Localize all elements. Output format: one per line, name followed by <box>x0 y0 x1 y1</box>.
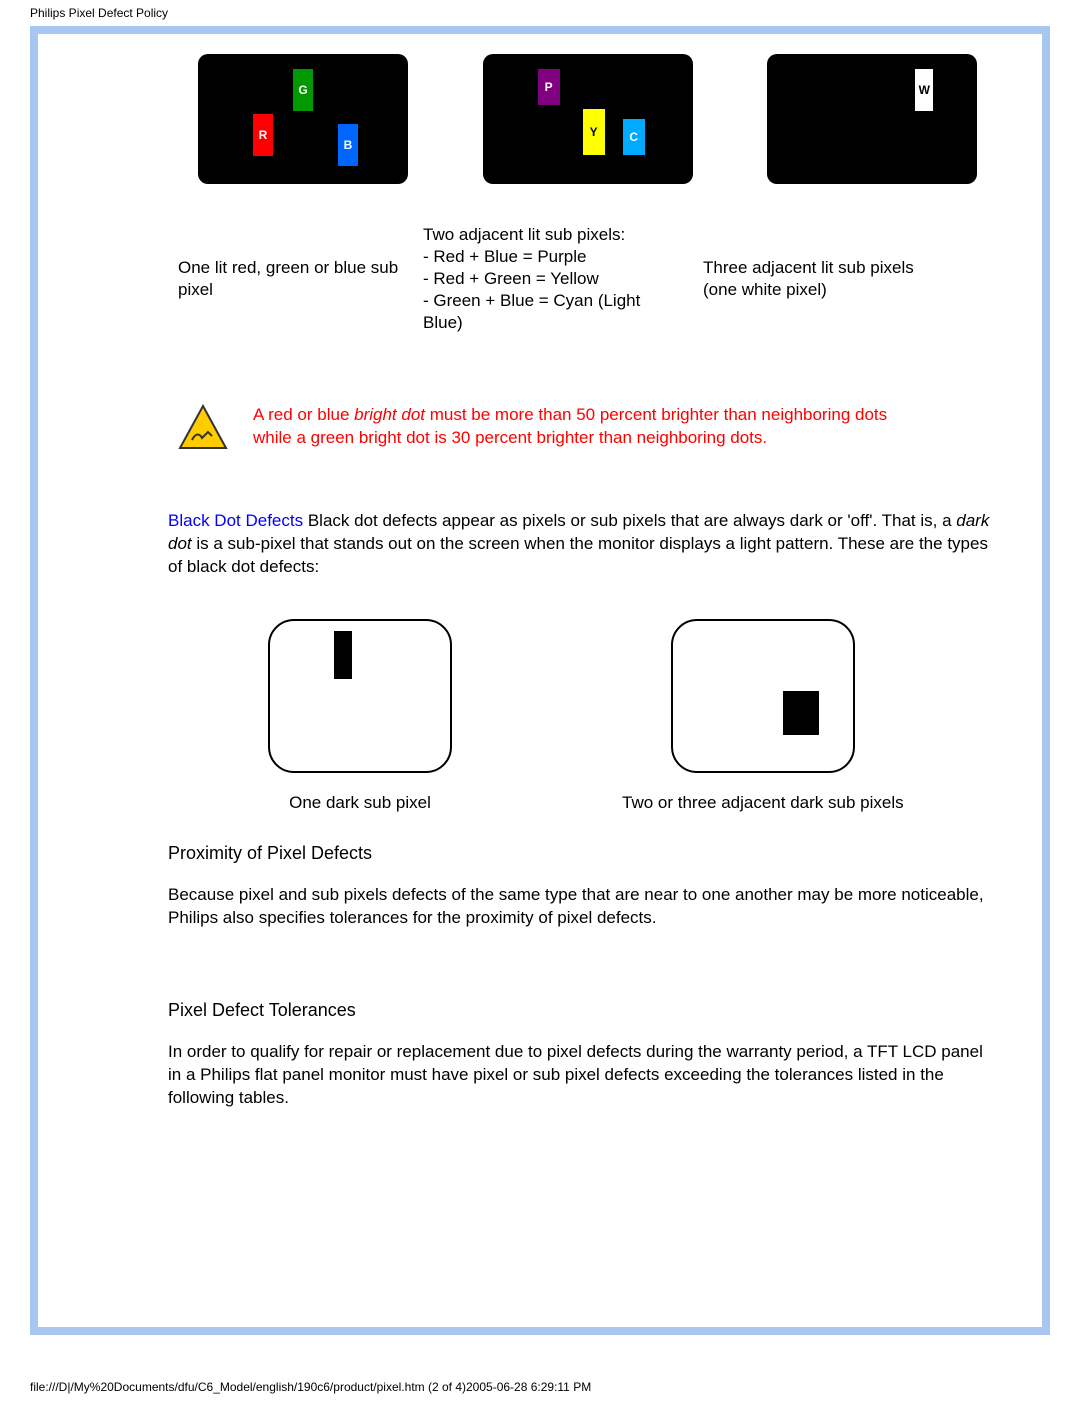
caption-2-line2: - Red + Blue = Purple <box>423 247 586 266</box>
black-dot-t2: is a sub-pixel that stands out on the sc… <box>168 534 988 576</box>
caption-1: One lit red, green or blue sub pixel <box>178 257 403 301</box>
caption-2-line3: - Red + Green = Yellow <box>423 269 599 288</box>
black-dot-paragraph: Black Dot Defects Black dot defects appe… <box>168 510 992 579</box>
warning-block: A red or blue bright dot must be more th… <box>178 404 992 450</box>
dark-dot-panels: One dark sub pixel Two or three adjacent… <box>268 619 992 813</box>
page-frame: RGB PYC W One lit red, green or blue sub… <box>30 26 1050 1335</box>
black-dot-lead: Black Dot Defects <box>168 511 308 530</box>
subpixel-r: R <box>253 114 273 156</box>
proximity-body: Because pixel and sub pixels defects of … <box>168 884 992 930</box>
tolerances-title: Pixel Defect Tolerances <box>168 1000 992 1021</box>
subpixel-g: G <box>293 69 313 111</box>
panel-rgb: RGB <box>198 54 408 184</box>
dark-caption-2: Two or three adjacent dark sub pixels <box>622 793 904 813</box>
dark-caption-1: One dark sub pixel <box>268 793 452 813</box>
tolerances-body: In order to qualify for repair or replac… <box>168 1041 992 1110</box>
proximity-title: Proximity of Pixel Defects <box>168 843 992 864</box>
subpixel-p: P <box>538 69 560 105</box>
warning-icon <box>178 404 228 450</box>
page-header: Philips Pixel Defect Policy <box>0 0 1080 26</box>
warning-text: A red or blue bright dot must be more th… <box>253 404 913 450</box>
warning-pre: A red or blue <box>253 405 354 424</box>
dark-mark-2 <box>783 691 819 735</box>
caption-3: Three adjacent lit sub pixels (one white… <box>703 257 943 301</box>
panel-dark-single <box>268 619 452 773</box>
subpixel-w: W <box>915 69 933 111</box>
warning-italic: bright dot <box>354 405 425 424</box>
bright-dot-panels: RGB PYC W <box>198 54 992 184</box>
panel-white: W <box>767 54 977 184</box>
caption-2: Two adjacent lit sub pixels: - Red + Blu… <box>423 224 683 334</box>
subpixel-b: B <box>338 124 358 166</box>
subpixel-y: Y <box>583 109 605 155</box>
bright-dot-captions: One lit red, green or blue sub pixel Two… <box>178 224 992 334</box>
dark-mark-1 <box>334 631 352 679</box>
page-footer: file:///D|/My%20Documents/dfu/C6_Model/e… <box>0 1355 1080 1409</box>
caption-2-line4: - Green + Blue = Cyan (Light Blue) <box>423 291 640 332</box>
page-body: RGB PYC W One lit red, green or blue sub… <box>38 34 1042 1327</box>
subpixel-c: C <box>623 119 645 155</box>
panel-pyc: PYC <box>483 54 693 184</box>
caption-2-line1: Two adjacent lit sub pixels: <box>423 225 625 244</box>
black-dot-t1: Black dot defects appear as pixels or su… <box>308 511 956 530</box>
panel-dark-multi <box>671 619 855 773</box>
